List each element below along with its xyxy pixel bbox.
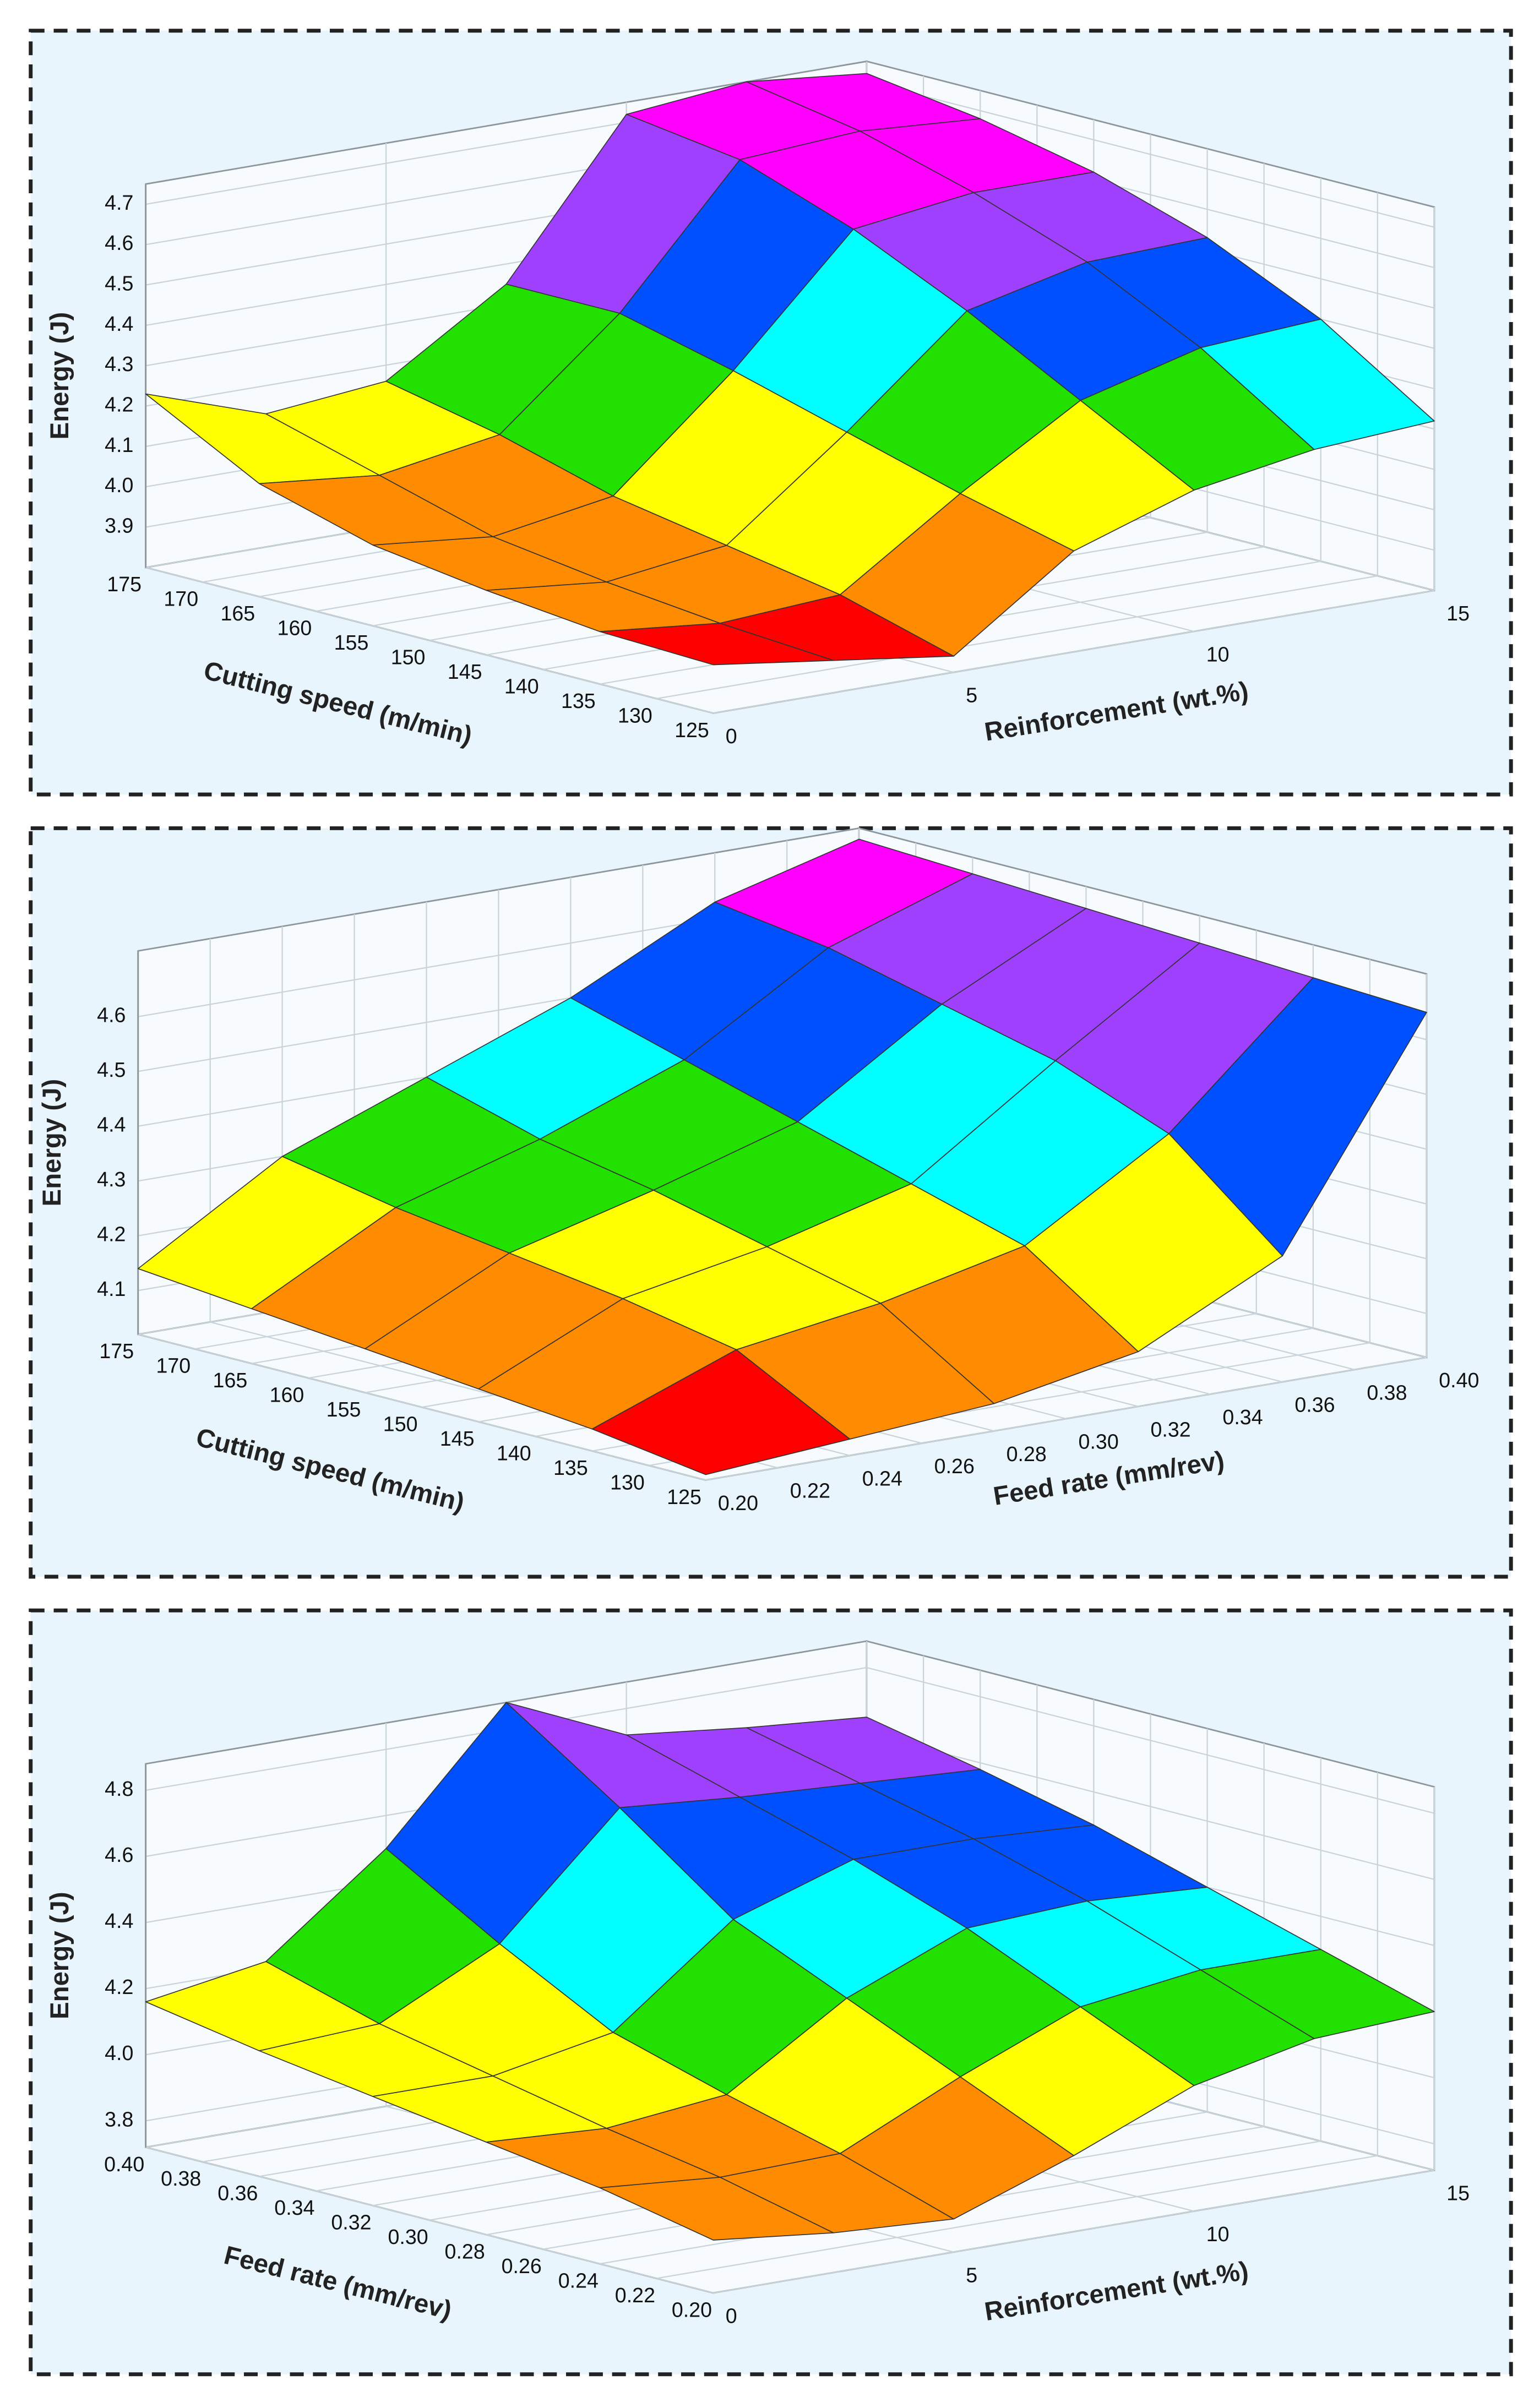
z-axis-title: Energy (J): [45, 1892, 74, 2019]
y-tick-label: 175: [107, 573, 142, 596]
x-tick-label: 0.40: [1439, 1369, 1479, 1392]
z-tick-label: 4.0: [105, 2041, 133, 2064]
z-tick-label: 4.6: [97, 1004, 126, 1027]
y-tick-label: 0.24: [558, 2269, 599, 2292]
x-tick-label: 10: [1206, 2222, 1230, 2246]
z-tick-label: 4.6: [105, 231, 133, 254]
x-tick-label: 0.26: [934, 1454, 975, 1478]
y-tick-label: 135: [561, 689, 596, 712]
x-tick-label: 15: [1446, 2182, 1470, 2205]
y-tick-label: 0.30: [388, 2225, 428, 2248]
y-tick-label: 155: [334, 631, 369, 654]
y-tick-label: 165: [220, 602, 255, 625]
x-tick-label: 0.28: [1007, 1442, 1047, 1465]
y-tick-label: 130: [610, 1470, 645, 1494]
surface-patch: [599, 2177, 834, 2241]
z-tick-label: 4.4: [105, 312, 133, 335]
x-tick-label: 0.22: [790, 1479, 830, 1502]
y-tick-label: 0.22: [615, 2284, 655, 2307]
x-tick-label: 0.38: [1367, 1381, 1407, 1404]
x-tick-label: 0: [726, 724, 737, 748]
x-tick-label: 0.36: [1294, 1393, 1335, 1417]
z-tick-label: 4.7: [105, 191, 133, 214]
z-tick-label: 4.6: [105, 1843, 133, 1866]
y-tick-label: 140: [504, 674, 539, 698]
z-axis-title: Energy (J): [45, 312, 74, 440]
grid-line: [705, 1356, 1427, 1481]
x-tick-label: 0.24: [862, 1467, 902, 1490]
z-tick-label: 4.5: [105, 272, 133, 295]
x-tick-label: 0.30: [1079, 1430, 1119, 1453]
y-tick-label: 135: [553, 1456, 588, 1479]
z-tick-label: 4.2: [97, 1223, 126, 1246]
z-axis-title: Energy (J): [37, 1079, 67, 1207]
y-tick-label: 145: [448, 660, 482, 683]
x-tick-label: 0: [726, 2305, 737, 2328]
y-tick-label: 130: [618, 704, 652, 727]
y-tick-label: 125: [674, 718, 709, 742]
x-tick-label: 0.32: [1150, 1418, 1190, 1441]
z-tick-label: 4.4: [97, 1113, 126, 1136]
y-tick-label: 170: [156, 1354, 191, 1377]
z-tick-label: 4.5: [97, 1058, 126, 1081]
grid-line: [713, 590, 1435, 714]
y-tick-label: 150: [391, 646, 426, 669]
z-tick-label: 3.8: [105, 2107, 133, 2131]
y-tick-label: 155: [327, 1398, 361, 1421]
y-tick-label: 0.26: [502, 2254, 542, 2278]
x-tick-label: 15: [1446, 602, 1470, 625]
y-tick-label: 165: [213, 1369, 248, 1392]
y-tick-label: 175: [99, 1339, 134, 1363]
y-tick-label: 140: [497, 1441, 531, 1464]
grid-line: [656, 575, 1378, 700]
z-tick-label: 4.0: [105, 473, 133, 497]
grid-line: [713, 2170, 1435, 2294]
y-tick-label: 125: [667, 1485, 701, 1508]
z-tick-label: 4.3: [97, 1168, 126, 1191]
x-tick-label: 0.20: [718, 1491, 758, 1514]
y-tick-label: 0.36: [217, 2182, 258, 2205]
y-tick-label: 0.40: [104, 2153, 144, 2176]
z-tick-label: 4.8: [105, 1777, 133, 1800]
x-tick-label: 10: [1206, 642, 1230, 666]
z-tick-label: 4.2: [105, 1975, 133, 1998]
z-tick-label: 4.3: [105, 352, 133, 375]
z-tick-label: 4.4: [105, 1909, 133, 1932]
y-tick-label: 160: [278, 617, 312, 640]
z-tick-label: 4.2: [105, 393, 133, 416]
x-tick-label: 5: [966, 684, 977, 707]
x-tick-label: 5: [966, 2263, 977, 2286]
y-tick-label: 170: [164, 587, 198, 611]
y-tick-label: 0.20: [672, 2298, 712, 2321]
y-tick-label: 0.38: [161, 2167, 201, 2190]
z-tick-label: 4.1: [97, 1277, 126, 1300]
y-tick-label: 145: [440, 1427, 475, 1450]
x-tick-label: 0.34: [1222, 1405, 1263, 1429]
grid-line: [656, 2155, 1378, 2279]
y-tick-label: 0.34: [274, 2196, 314, 2219]
y-tick-label: 0.32: [331, 2211, 371, 2234]
surface-patch: [591, 1349, 851, 1475]
z-tick-label: 3.9: [105, 514, 133, 537]
y-tick-label: 160: [270, 1383, 304, 1407]
z-tick-label: 4.1: [105, 433, 133, 456]
y-tick-label: 0.28: [445, 2240, 485, 2263]
y-tick-label: 150: [383, 1413, 418, 1436]
surface-patch: [599, 623, 834, 666]
